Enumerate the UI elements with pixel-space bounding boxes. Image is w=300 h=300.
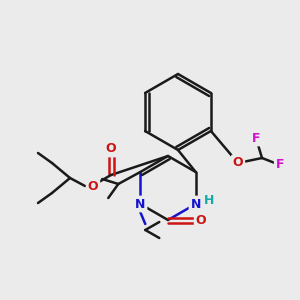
Text: N: N: [190, 197, 201, 211]
Text: F: F: [276, 158, 284, 172]
Text: F: F: [252, 131, 260, 145]
Text: N: N: [135, 197, 146, 211]
Text: O: O: [106, 142, 116, 155]
Text: O: O: [196, 214, 206, 226]
Text: O: O: [233, 157, 243, 169]
Text: H: H: [203, 194, 214, 208]
Text: O: O: [88, 179, 98, 193]
